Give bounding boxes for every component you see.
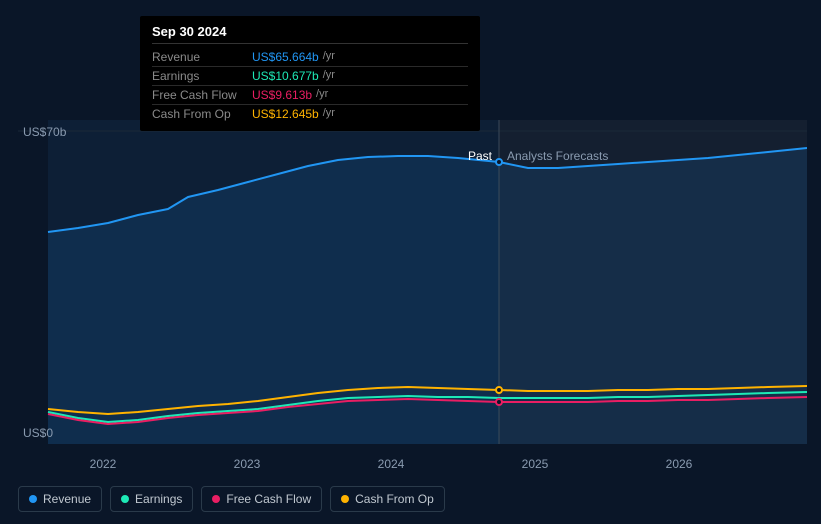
tooltip-row-label: Revenue bbox=[152, 50, 252, 64]
legend-item[interactable]: Revenue bbox=[18, 486, 102, 512]
tooltip-row: EarningsUS$10.677b/yr bbox=[152, 67, 468, 86]
tooltip-row-label: Earnings bbox=[152, 69, 252, 83]
series-marker bbox=[495, 398, 503, 406]
legend-dot-icon bbox=[121, 495, 129, 503]
tooltip-date: Sep 30 2024 bbox=[152, 24, 468, 44]
tooltip-row: Cash From OpUS$12.645b/yr bbox=[152, 105, 468, 123]
series-marker bbox=[495, 158, 503, 166]
legend-item[interactable]: Cash From Op bbox=[330, 486, 445, 512]
tooltip-row-suffix: /yr bbox=[323, 107, 335, 121]
y-axis-min-label: US$0 bbox=[23, 426, 53, 440]
tooltip-row-value: US$12.645b bbox=[252, 107, 319, 121]
legend-item-label: Cash From Op bbox=[355, 492, 434, 506]
legend-item-label: Earnings bbox=[135, 492, 182, 506]
tooltip-row-value: US$9.613b bbox=[252, 88, 312, 102]
past-section-label: Past bbox=[468, 149, 492, 163]
legend: Revenue Earnings Free Cash Flow Cash From O… bbox=[18, 486, 445, 512]
legend-item-label: Free Cash Flow bbox=[226, 492, 311, 506]
financial-chart: US$70b US$0 Past Analysts Forecasts 2022… bbox=[0, 0, 821, 524]
legend-item[interactable]: Free Cash Flow bbox=[201, 486, 322, 512]
forecast-section-label: Analysts Forecasts bbox=[507, 149, 608, 163]
y-axis-max-label: US$70b bbox=[23, 125, 66, 139]
tooltip-row-label: Cash From Op bbox=[152, 107, 252, 121]
tooltip-row-value: US$10.677b bbox=[252, 69, 319, 83]
legend-dot-icon bbox=[29, 495, 37, 503]
x-axis-label: 2023 bbox=[234, 457, 261, 471]
tooltip-row-value: US$65.664b bbox=[252, 50, 319, 64]
x-axis-label: 2024 bbox=[378, 457, 405, 471]
legend-dot-icon bbox=[212, 495, 220, 503]
legend-item-label: Revenue bbox=[43, 492, 91, 506]
tooltip-row-label: Free Cash Flow bbox=[152, 88, 252, 102]
legend-item[interactable]: Earnings bbox=[110, 486, 193, 512]
tooltip-row-suffix: /yr bbox=[316, 88, 328, 102]
series-marker bbox=[495, 386, 503, 394]
tooltip-row: RevenueUS$65.664b/yr bbox=[152, 48, 468, 67]
x-axis-label: 2026 bbox=[666, 457, 693, 471]
tooltip-rows: RevenueUS$65.664b/yrEarningsUS$10.677b/y… bbox=[152, 48, 468, 123]
tooltip-row-suffix: /yr bbox=[323, 69, 335, 83]
tooltip-row: Free Cash FlowUS$9.613b/yr bbox=[152, 86, 468, 105]
x-axis-label: 2025 bbox=[522, 457, 549, 471]
x-axis-label: 2022 bbox=[90, 457, 117, 471]
data-tooltip: Sep 30 2024 RevenueUS$65.664b/yrEarnings… bbox=[140, 16, 480, 131]
legend-dot-icon bbox=[341, 495, 349, 503]
tooltip-row-suffix: /yr bbox=[323, 50, 335, 64]
